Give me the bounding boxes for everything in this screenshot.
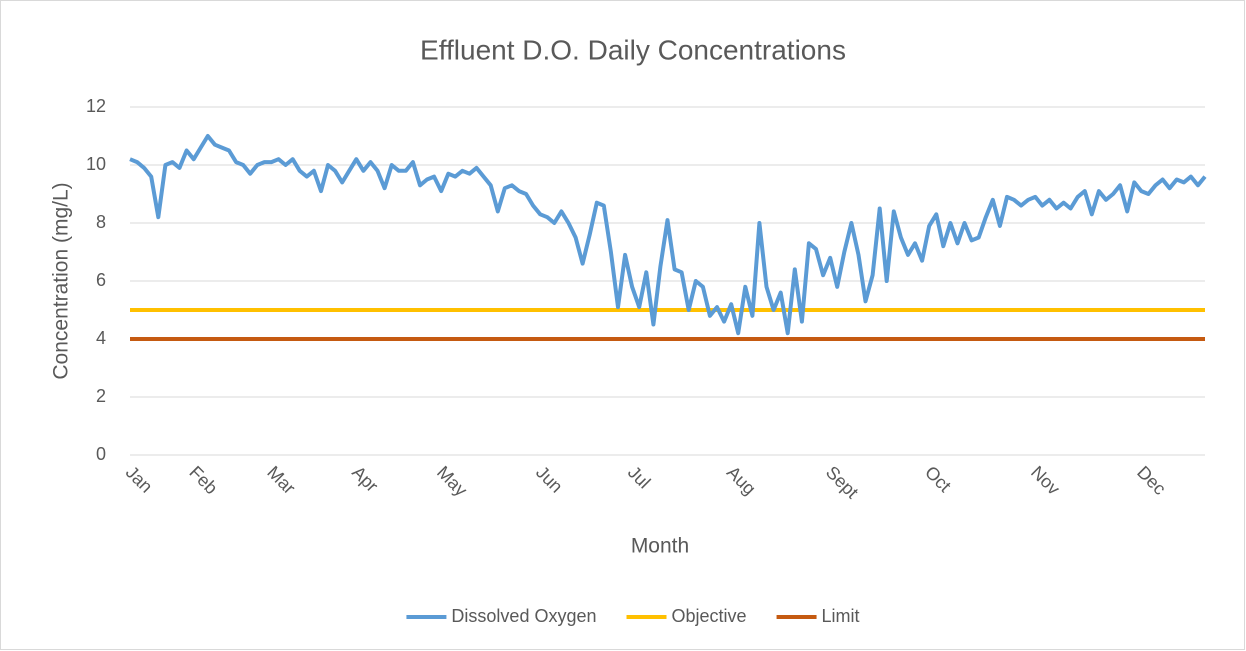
chart-title: Effluent D.O. Daily Concentrations bbox=[420, 34, 846, 65]
legend-label: Objective bbox=[672, 606, 747, 626]
legend-label: Limit bbox=[822, 606, 860, 626]
legend-label: Dissolved Oxygen bbox=[451, 606, 596, 626]
y-tick-label: 2 bbox=[96, 386, 106, 406]
y-tick-label: 0 bbox=[96, 444, 106, 464]
y-tick-label: 6 bbox=[96, 270, 106, 290]
x-axis-title: Month bbox=[631, 535, 689, 558]
y-axis-title: Concentration (mg/L) bbox=[50, 182, 73, 379]
y-tick-label: 4 bbox=[96, 328, 106, 348]
data-line bbox=[129, 134, 1207, 336]
y-tick-label: 8 bbox=[96, 212, 106, 232]
y-tick-label: 10 bbox=[86, 154, 106, 174]
y-tick-label: 12 bbox=[86, 96, 106, 116]
